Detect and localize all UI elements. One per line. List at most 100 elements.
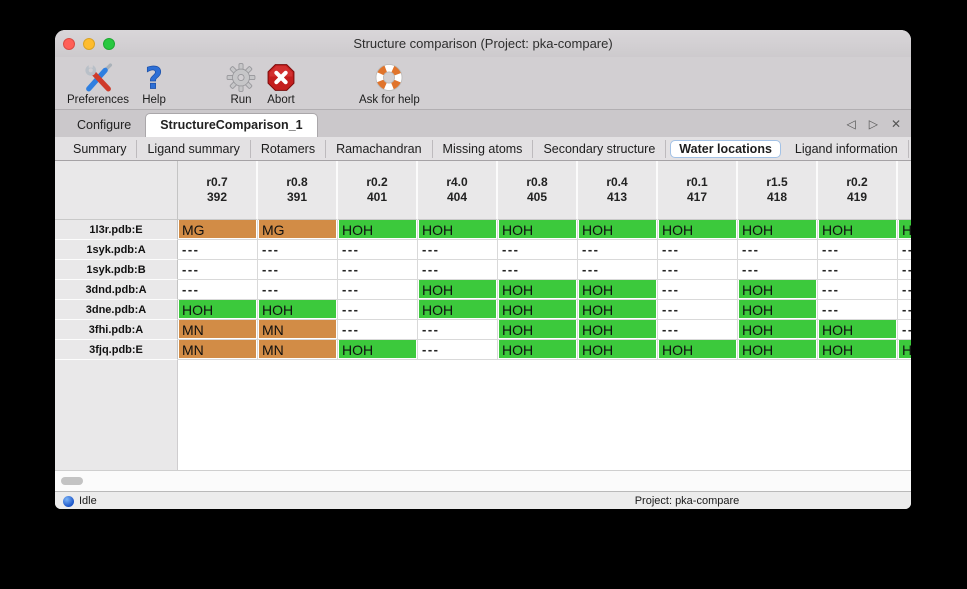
table-cell[interactable]: --- bbox=[658, 320, 738, 340]
run-button[interactable]: Run bbox=[225, 62, 257, 106]
table-cell[interactable]: HOH bbox=[258, 300, 338, 320]
help-button[interactable]: ? Help bbox=[139, 62, 169, 106]
table-cell[interactable]: MN bbox=[178, 320, 258, 340]
column-header[interactable]: r0.7 392 bbox=[178, 161, 258, 220]
row-header[interactable]: 3dnd.pdb:A bbox=[55, 280, 178, 300]
row-header[interactable]: 3dne.pdb:A bbox=[55, 300, 178, 320]
table-cell[interactable]: --- bbox=[338, 240, 418, 260]
table-cell[interactable]: HOH bbox=[338, 220, 418, 240]
subtab-missing-atoms[interactable]: Missing atoms bbox=[433, 139, 534, 158]
subtab-rotamers[interactable]: Rotamers bbox=[251, 139, 327, 158]
table-cell[interactable]: --- bbox=[418, 240, 498, 260]
column-header[interactable]: r0.8 405 bbox=[498, 161, 578, 220]
tab-structurecomparison-1[interactable]: StructureComparison_1 bbox=[145, 113, 318, 137]
table-cell[interactable]: HOH bbox=[578, 300, 658, 320]
column-header[interactable]: r0.1 417 bbox=[658, 161, 738, 220]
table-cell[interactable]: HOH bbox=[818, 340, 898, 360]
table-cell[interactable]: --- bbox=[658, 260, 738, 280]
table-cell[interactable]: HOH bbox=[738, 300, 818, 320]
tab-close-icon[interactable]: ✕ bbox=[890, 116, 901, 131]
table-cell[interactable]: --- bbox=[738, 240, 818, 260]
table-cell[interactable]: HOH bbox=[898, 220, 911, 240]
table-cell[interactable]: MG bbox=[178, 220, 258, 240]
table-cell[interactable]: --- bbox=[418, 320, 498, 340]
subtab-water-locations[interactable]: Water locations bbox=[670, 139, 781, 158]
table-cell[interactable]: HOH bbox=[498, 300, 578, 320]
table-cell[interactable]: HOH bbox=[578, 340, 658, 360]
column-header[interactable]: r0.4 413 bbox=[578, 161, 658, 220]
row-header[interactable]: 3fjq.pdb:E bbox=[55, 340, 178, 360]
table-cell[interactable]: --- bbox=[658, 280, 738, 300]
table-cell[interactable]: --- bbox=[578, 240, 658, 260]
scrollbar-thumb[interactable] bbox=[61, 477, 83, 485]
row-header[interactable]: 1syk.pdb:B bbox=[55, 260, 178, 280]
table-cell[interactable]: MN bbox=[258, 340, 338, 360]
table-cell[interactable]: --- bbox=[338, 320, 418, 340]
table-cell[interactable]: HOH bbox=[498, 220, 578, 240]
subtab-ligand-information[interactable]: Ligand information bbox=[785, 139, 909, 158]
table-cell[interactable]: --- bbox=[338, 280, 418, 300]
table-cell[interactable]: MN bbox=[178, 340, 258, 360]
table-cell[interactable]: HOH bbox=[658, 340, 738, 360]
table-cell[interactable]: --- bbox=[498, 260, 578, 280]
row-header[interactable]: 1syk.pdb:A bbox=[55, 240, 178, 260]
table-cell[interactable]: HOH bbox=[818, 220, 898, 240]
table-cell[interactable]: --- bbox=[818, 280, 898, 300]
subtab-b-factors[interactable]: B-factors bbox=[909, 140, 911, 158]
table-cell[interactable]: HOH bbox=[578, 280, 658, 300]
table-cell[interactable]: HOH bbox=[738, 340, 818, 360]
row-header[interactable]: 1l3r.pdb:E bbox=[55, 220, 178, 240]
table-cell[interactable]: --- bbox=[898, 260, 911, 280]
horizontal-scrollbar[interactable] bbox=[55, 470, 911, 491]
table-cell[interactable]: HOH bbox=[818, 320, 898, 340]
table-cell[interactable]: HOH bbox=[418, 220, 498, 240]
table-cell[interactable]: HOH bbox=[738, 320, 818, 340]
minimize-window-button[interactable] bbox=[83, 38, 95, 50]
column-header[interactable]: r4.0 404 bbox=[418, 161, 498, 220]
table-cell[interactable]: HOH bbox=[898, 340, 911, 360]
tab-next-icon[interactable]: ▷ bbox=[868, 116, 878, 131]
table-cell[interactable]: --- bbox=[338, 260, 418, 280]
table-cell[interactable]: MG bbox=[258, 220, 338, 240]
column-header[interactable]: r0.8 391 bbox=[258, 161, 338, 220]
table-cell[interactable]: HOH bbox=[738, 280, 818, 300]
table-cell[interactable]: --- bbox=[178, 260, 258, 280]
table-cell[interactable]: HOH bbox=[498, 320, 578, 340]
subtab-summary[interactable]: Summary bbox=[63, 139, 138, 158]
table-cell[interactable]: --- bbox=[898, 280, 911, 300]
table-cell[interactable]: --- bbox=[898, 320, 911, 340]
ask-for-help-button[interactable]: Ask for help bbox=[359, 62, 420, 106]
table-cell[interactable]: --- bbox=[818, 260, 898, 280]
subtab-secondary-structure[interactable]: Secondary structure bbox=[533, 139, 667, 158]
table-cell[interactable]: --- bbox=[818, 240, 898, 260]
table-cell[interactable]: --- bbox=[418, 260, 498, 280]
table-cell[interactable]: --- bbox=[258, 280, 338, 300]
table-cell[interactable]: --- bbox=[658, 300, 738, 320]
table-cell[interactable]: --- bbox=[418, 340, 498, 360]
column-header[interactable]: r1.5 418 bbox=[738, 161, 818, 220]
table-cell[interactable]: HOH bbox=[418, 280, 498, 300]
table-cell[interactable]: HOH bbox=[738, 220, 818, 240]
column-header[interactable]: r0.2 419 bbox=[818, 161, 898, 220]
row-header[interactable]: 3fhi.pdb:A bbox=[55, 320, 178, 340]
table-cell[interactable]: --- bbox=[178, 240, 258, 260]
table-cell[interactable]: HOH bbox=[578, 320, 658, 340]
table-cell[interactable]: --- bbox=[338, 300, 418, 320]
table-cell[interactable]: --- bbox=[258, 240, 338, 260]
table-cell[interactable]: --- bbox=[258, 260, 338, 280]
column-header[interactable]: r0.2 401 bbox=[338, 161, 418, 220]
table-cell[interactable]: HOH bbox=[578, 220, 658, 240]
table-cell[interactable]: --- bbox=[178, 280, 258, 300]
tab-configure[interactable]: Configure bbox=[77, 118, 132, 132]
table-cell[interactable]: MN bbox=[258, 320, 338, 340]
subtab-ramachandran[interactable]: Ramachandran bbox=[326, 139, 433, 158]
table-cell[interactable]: --- bbox=[578, 260, 658, 280]
table-cell[interactable]: --- bbox=[898, 240, 911, 260]
close-window-button[interactable] bbox=[63, 38, 75, 50]
table-cell[interactable]: HOH bbox=[498, 340, 578, 360]
table-cell[interactable]: --- bbox=[818, 300, 898, 320]
table-cell[interactable]: --- bbox=[898, 300, 911, 320]
table-cell[interactable]: --- bbox=[498, 240, 578, 260]
table-cell[interactable]: --- bbox=[658, 240, 738, 260]
table-cell[interactable]: HOH bbox=[418, 300, 498, 320]
